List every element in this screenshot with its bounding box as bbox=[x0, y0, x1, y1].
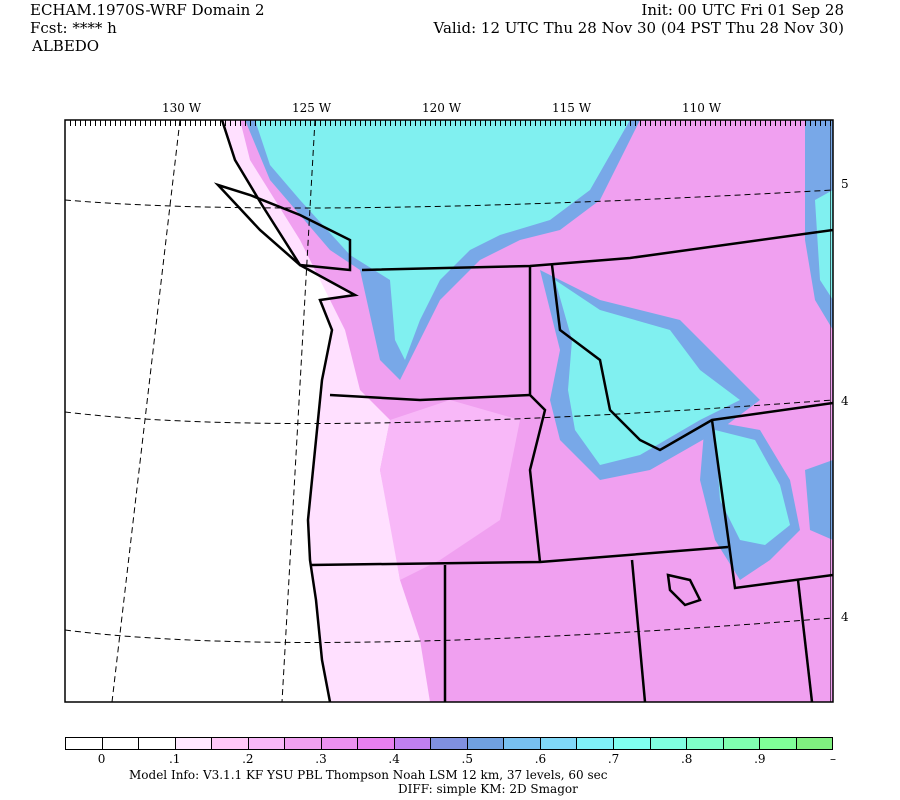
colorbar-swatch bbox=[613, 738, 651, 749]
colorbar-label: .7 bbox=[607, 752, 620, 766]
colorbar-swatch bbox=[102, 738, 140, 749]
colorbar-label: .4 bbox=[388, 752, 400, 766]
id-wa-or-border bbox=[528, 266, 547, 563]
model-title: ECHAM.1970S-WRF Domain 2 bbox=[30, 1, 265, 19]
colorbar-swatch bbox=[431, 738, 468, 749]
colorbar-label: .6 bbox=[534, 752, 547, 766]
or-ca-nv-border bbox=[309, 545, 729, 567]
diffusion-info: DIFF: simple KM: 2D Smagor bbox=[398, 782, 578, 796]
colorbar bbox=[65, 737, 833, 750]
snow-idaho bbox=[555, 280, 740, 465]
model-info: Model Info: V3.1.1 KF YSU PBL Thompson N… bbox=[129, 768, 608, 782]
wy-border bbox=[710, 419, 833, 590]
colorbar-swatch bbox=[723, 738, 761, 749]
colorbar-label: 0 bbox=[97, 752, 106, 766]
lat-label-3: 4 bbox=[841, 610, 849, 624]
colorbar-label: .1 bbox=[168, 752, 181, 766]
canada-border bbox=[361, 228, 833, 272]
id-mt-border bbox=[550, 264, 833, 452]
ut-co-border bbox=[796, 579, 814, 702]
colorbar-swatch bbox=[321, 738, 359, 749]
field-name: ALBEDO bbox=[32, 37, 100, 55]
colorbar-swatch bbox=[467, 738, 505, 749]
colorbar-swatch bbox=[650, 738, 688, 749]
colorbar-label: .2 bbox=[242, 752, 254, 766]
colorbar-swatch bbox=[358, 738, 395, 749]
top-ticks bbox=[66, 120, 832, 126]
coastline bbox=[220, 120, 359, 702]
mid-albedo-area bbox=[380, 400, 520, 580]
colorbar-swatch bbox=[248, 738, 286, 749]
init-time: Init: 00 UTC Fri 01 Sep 28 bbox=[641, 1, 844, 19]
lon-label-125w: 125 W bbox=[292, 101, 332, 115]
vancouver-island bbox=[213, 182, 352, 272]
colorbar-swatch bbox=[577, 738, 614, 749]
valid-time: Valid: 12 UTC Thu 28 Nov 30 (04 PST Thu … bbox=[433, 19, 844, 37]
lat-label-2: 4 bbox=[841, 394, 849, 408]
colorbar-swatch bbox=[139, 738, 176, 749]
forecast-hour: Fcst: **** h bbox=[30, 19, 117, 37]
colorbar-swatch bbox=[796, 738, 833, 749]
lon-label-110w: 110 W bbox=[682, 101, 722, 115]
great-salt-lake bbox=[666, 573, 702, 607]
lon-label-130w: 130 W bbox=[162, 101, 202, 115]
colorbar-swatch bbox=[504, 738, 541, 749]
right-ticks bbox=[827, 120, 833, 702]
colorbar-swatch bbox=[175, 738, 213, 749]
snow-wyoming bbox=[715, 430, 790, 545]
colorbar-swatch bbox=[394, 738, 432, 749]
lon-label-115w: 115 W bbox=[552, 101, 592, 115]
lat-label-1: 5 bbox=[841, 177, 849, 191]
colorbar-label: – bbox=[830, 752, 836, 766]
colorbar-label: .8 bbox=[680, 752, 693, 766]
colorbar-swatch bbox=[687, 738, 724, 749]
colorbar-swatch bbox=[540, 738, 578, 749]
nv-ut-border bbox=[630, 559, 647, 702]
wa-or-border bbox=[329, 393, 531, 402]
lon-label-120w: 120 W bbox=[422, 101, 462, 115]
graticule bbox=[65, 120, 833, 702]
albedo-map bbox=[64, 119, 834, 703]
colorbar-swatch bbox=[285, 738, 322, 749]
coastal-low-albedo bbox=[222, 120, 430, 702]
colorbar-swatch bbox=[760, 738, 797, 749]
colorbar-label: .5 bbox=[461, 752, 474, 766]
colorbar-swatch bbox=[212, 738, 249, 749]
colorbar-swatch bbox=[66, 738, 103, 749]
colorbar-label: .9 bbox=[754, 752, 766, 766]
borders bbox=[213, 120, 833, 702]
snow-edge-se bbox=[805, 460, 833, 540]
colorbar-label: .3 bbox=[315, 752, 327, 766]
snow-north bbox=[255, 120, 630, 360]
